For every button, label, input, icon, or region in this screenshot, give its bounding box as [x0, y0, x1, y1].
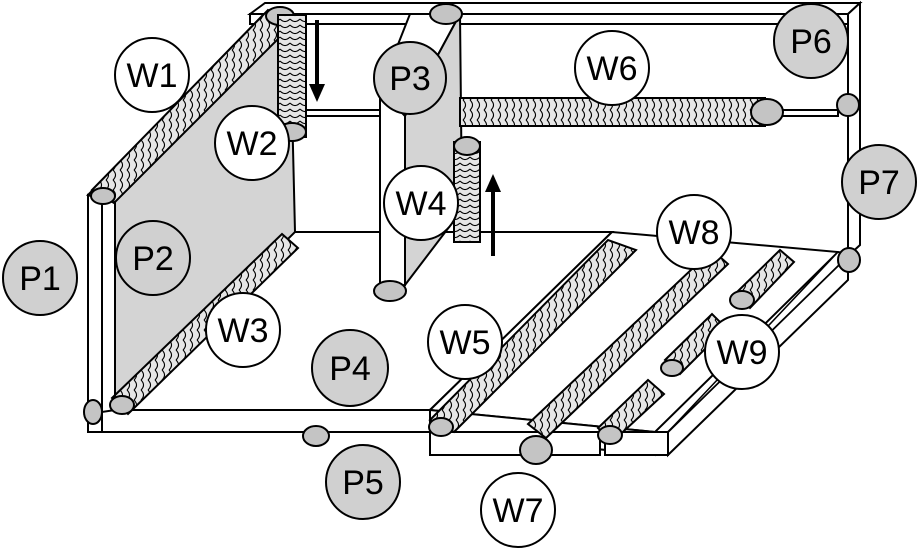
- weld-bead-w4: [453, 136, 481, 243]
- label-w4: W4: [383, 165, 459, 241]
- label-w1: W1: [114, 37, 190, 113]
- label-circle-w4: [383, 165, 459, 241]
- label-circle-w3: [205, 292, 281, 368]
- label-circle-w9: [704, 314, 780, 390]
- label-text-w4: W4: [396, 185, 447, 223]
- label-circle-p6: [773, 3, 849, 79]
- weld-bead-w5: [428, 238, 638, 437]
- label-circle-p5: [325, 444, 401, 520]
- weld-bead-w3: [109, 232, 300, 416]
- weld-bead-w1: [90, 6, 295, 205]
- label-text-w1: W1: [127, 57, 178, 95]
- label-w5: W5: [427, 304, 503, 380]
- label-text-w7: W7: [493, 492, 544, 530]
- weld-bead-w8: [526, 248, 730, 440]
- weld-bead-w9: [596, 248, 796, 445]
- label-w2: W2: [214, 105, 290, 181]
- label-p1: P1: [2, 240, 78, 316]
- label-text-w6: W6: [587, 50, 638, 88]
- tack-welds: [83, 3, 861, 465]
- label-p5: P5: [325, 444, 401, 520]
- label-layer: P1 P2 P3 P4 P5 P6 P7 W1 W2 W3 W4 W5 W6 W7 W8 W9: [2, 3, 917, 548]
- label-w7: W7: [480, 472, 556, 548]
- label-p7: P7: [841, 144, 917, 220]
- label-circle-w5: [427, 304, 503, 380]
- label-circle-w6: [574, 30, 650, 106]
- label-text-p1: P1: [19, 260, 61, 298]
- label-text-p5: P5: [342, 464, 384, 502]
- label-circle-w2: [214, 105, 290, 181]
- label-text-p4: P4: [329, 350, 371, 388]
- label-text-p3: P3: [389, 60, 431, 98]
- label-circle-p4: [311, 329, 389, 407]
- label-circle-p7: [841, 144, 917, 220]
- label-text-p7: P7: [858, 164, 900, 202]
- label-w6: W6: [574, 30, 650, 106]
- label-p2: P2: [115, 220, 191, 296]
- arrow-down-icon: [309, 20, 325, 102]
- label-circle-p1: [2, 240, 78, 316]
- label-text-w5: W5: [440, 324, 491, 362]
- label-p4: P4: [311, 329, 389, 407]
- label-circle-w8: [656, 194, 732, 270]
- label-w8: W8: [656, 194, 732, 270]
- label-p6: P6: [773, 3, 849, 79]
- label-text-p2: P2: [132, 240, 174, 278]
- label-circle-w7: [480, 472, 556, 548]
- label-p3: P3: [373, 41, 447, 115]
- label-w9: W9: [704, 314, 780, 390]
- label-text-w3: W3: [218, 312, 269, 350]
- label-text-w9: W9: [717, 334, 768, 372]
- label-text-p6: P6: [790, 23, 832, 61]
- back-top-rail: [246, 0, 863, 259]
- label-text-w2: W2: [227, 125, 278, 163]
- arrow-up-icon: [485, 174, 501, 256]
- label-text-w8: W8: [669, 214, 720, 252]
- label-circle-p2: [115, 220, 191, 296]
- label-circle-w1: [114, 37, 190, 113]
- label-w3: W3: [205, 292, 281, 368]
- label-circle-p3: [373, 41, 447, 115]
